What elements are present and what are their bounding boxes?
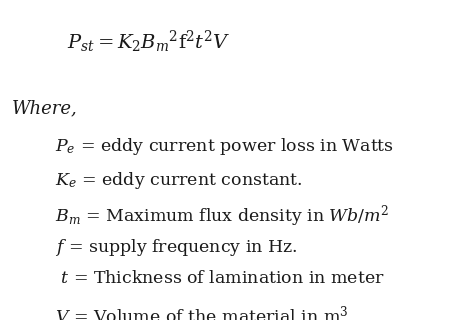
Text: $t$ = Thickness of lamination in meter: $t$ = Thickness of lamination in meter <box>55 270 384 287</box>
Text: $P_e$ = eddy current power loss in Watts: $P_e$ = eddy current power loss in Watts <box>55 136 393 157</box>
Text: $f$ = supply frequency in Hz.: $f$ = supply frequency in Hz. <box>55 237 297 258</box>
Text: Where,: Where, <box>12 99 78 117</box>
Text: $B_m$ = Maximum flux density in $Wb/m^2$: $B_m$ = Maximum flux density in $Wb/m^2$ <box>55 203 388 229</box>
Text: $V$ = Volume of the material in m$^3$: $V$ = Volume of the material in m$^3$ <box>55 304 348 320</box>
Text: $K_e$ = eddy current constant.: $K_e$ = eddy current constant. <box>55 170 302 191</box>
Text: $P_{st} = K_2B_m{}^{2}\mathrm{f}^2t^2V$: $P_{st} = K_2B_m{}^{2}\mathrm{f}^2t^2V$ <box>67 29 230 55</box>
